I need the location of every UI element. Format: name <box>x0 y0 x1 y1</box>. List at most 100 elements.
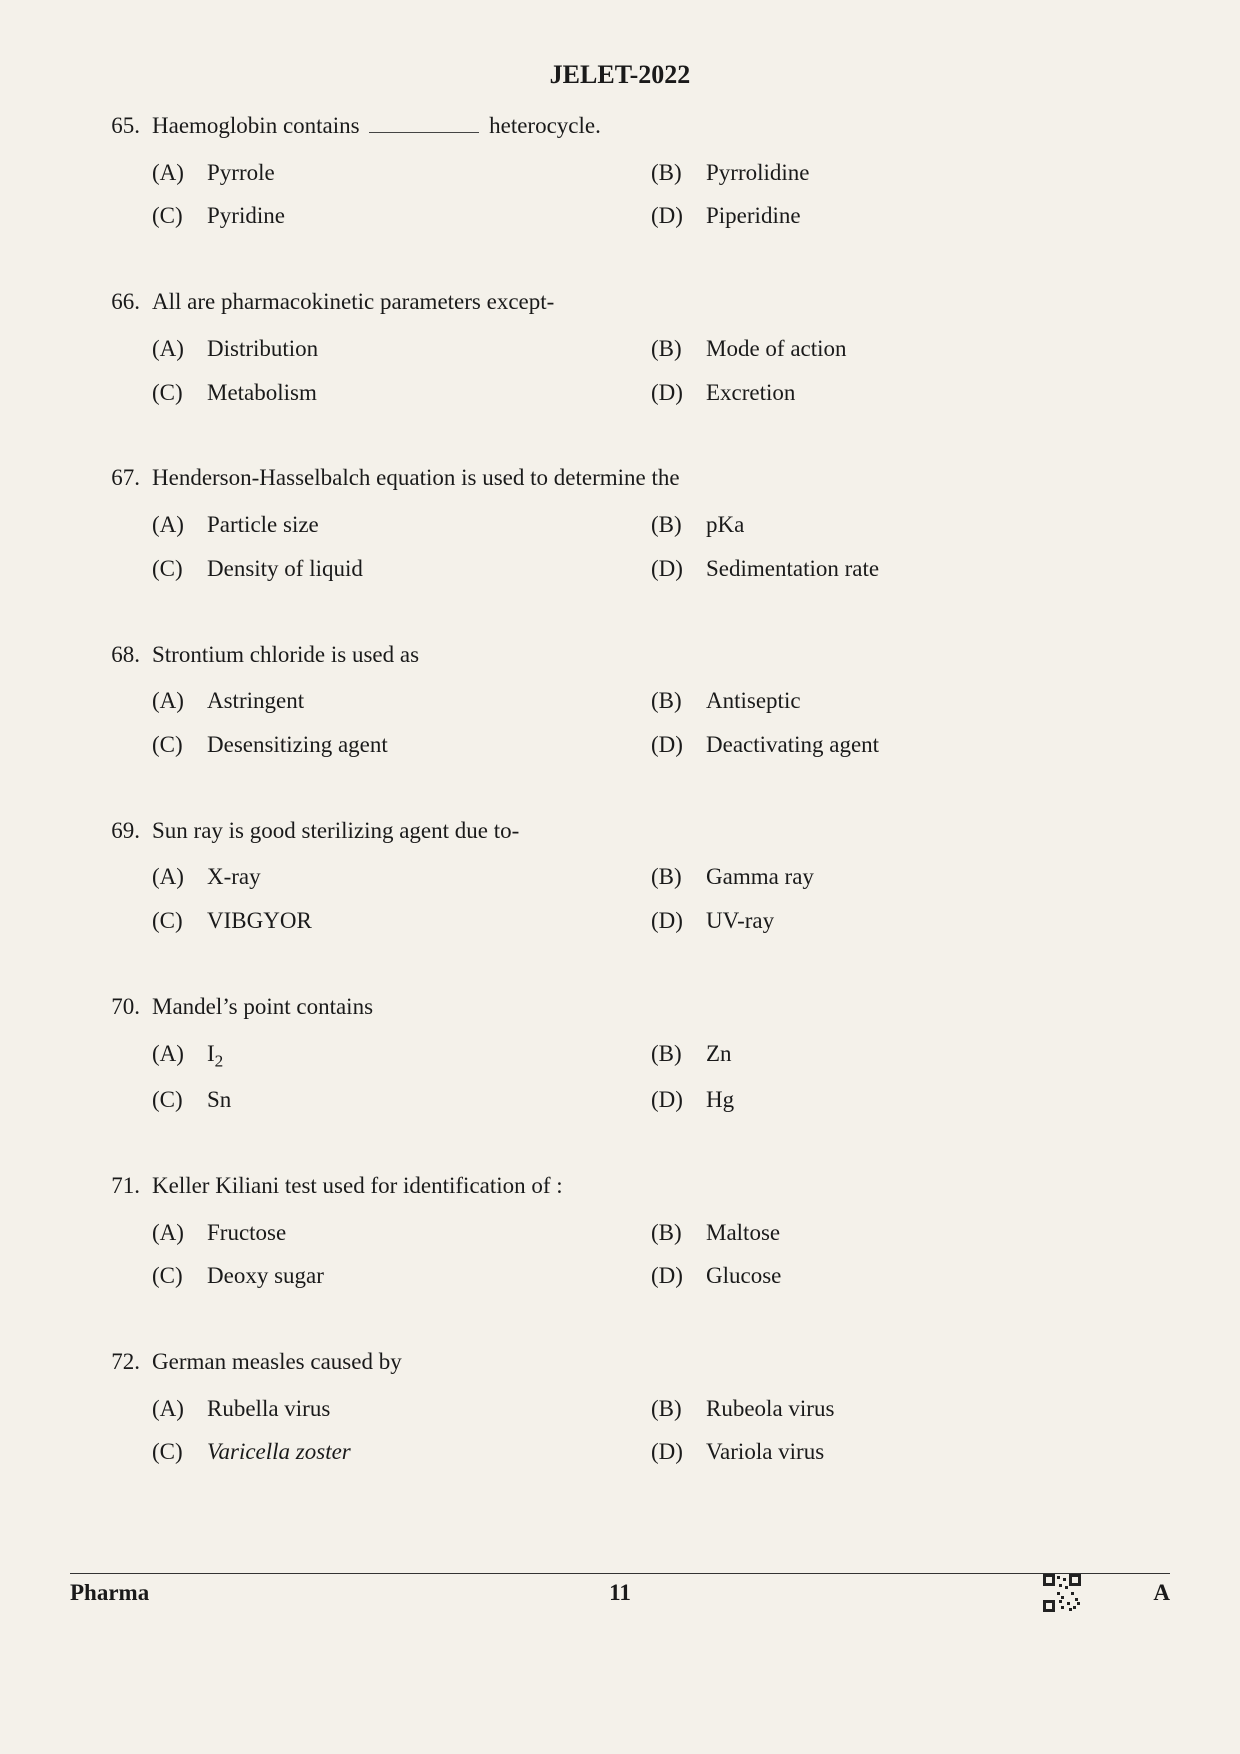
question-block: 70.Mandel’s point contains(A)I2(B)Zn(C)S… <box>90 989 1150 1122</box>
option-cell: (D)UV-ray <box>651 899 1150 943</box>
option-row: (A)Astringent(B)Antiseptic <box>90 679 1150 723</box>
option-row: (C)Sn(D)Hg <box>90 1078 1150 1122</box>
options-group: (A)Astringent(B)Antiseptic(C)Desensitizi… <box>90 679 1150 766</box>
option-letter: (B) <box>651 679 706 723</box>
option-spacer <box>90 194 152 238</box>
question-row: 66.All are pharmacokinetic parameters ex… <box>90 284 1150 321</box>
option-spacer <box>90 327 152 371</box>
footer-subject: Pharma <box>70 1580 437 1606</box>
option-text: VIBGYOR <box>207 899 651 943</box>
option-row: (C)Deoxy sugar(D)Glucose <box>90 1254 1150 1298</box>
option-letter: (B) <box>651 327 706 371</box>
question-number: 70. <box>90 989 152 1026</box>
option-spacer <box>90 1078 152 1122</box>
option-text: Density of liquid <box>207 547 651 591</box>
option-text: Excretion <box>706 371 1150 415</box>
option-text: Hg <box>706 1078 1150 1122</box>
question-row: 67.Henderson-Hasselbalch equation is use… <box>90 460 1150 497</box>
option-cell: (B)Rubeola virus <box>651 1387 1150 1431</box>
option-spacer <box>90 371 152 415</box>
option-text: Astringent <box>207 679 651 723</box>
option-cell: (A)Rubella virus <box>152 1387 651 1431</box>
option-letter: (C) <box>152 1254 207 1298</box>
question-text: Strontium chloride is used as <box>152 637 1150 674</box>
option-text: Antiseptic <box>706 679 1150 723</box>
option-cell: (A)X-ray <box>152 855 651 899</box>
question-block: 71.Keller Kiliani test used for identifi… <box>90 1168 1150 1298</box>
option-text: Zn <box>706 1032 1150 1078</box>
option-text: Sedimentation rate <box>706 547 1150 591</box>
option-spacer <box>90 679 152 723</box>
option-letter: (D) <box>651 1430 706 1474</box>
option-letter: (C) <box>152 1078 207 1122</box>
option-text: Pyridine <box>207 194 651 238</box>
option-cell: (B)Antiseptic <box>651 679 1150 723</box>
option-cell: (D)Excretion <box>651 371 1150 415</box>
option-cell: (C)Sn <box>152 1078 651 1122</box>
question-number: 69. <box>90 813 152 850</box>
option-cell: (C)Pyridine <box>152 194 651 238</box>
option-row: (A)Fructose(B)Maltose <box>90 1211 1150 1255</box>
option-letter: (D) <box>651 547 706 591</box>
option-cell: (A)I2 <box>152 1032 651 1078</box>
option-text: Rubella virus <box>207 1387 651 1431</box>
option-cell: (D)Sedimentation rate <box>651 547 1150 591</box>
option-row: (C)Pyridine(D)Piperidine <box>90 194 1150 238</box>
option-cell: (A)Pyrrole <box>152 151 651 195</box>
option-letter: (B) <box>651 855 706 899</box>
question-row: 71.Keller Kiliani test used for identifi… <box>90 1168 1150 1205</box>
question-row: 72.German measles caused by <box>90 1344 1150 1381</box>
option-letter: (B) <box>651 151 706 195</box>
option-letter: (A) <box>152 327 207 371</box>
option-spacer <box>90 547 152 591</box>
option-cell: (D)Piperidine <box>651 194 1150 238</box>
option-row: (A)Distribution(B)Mode of action <box>90 327 1150 371</box>
option-cell: (B)Pyrrolidine <box>651 151 1150 195</box>
option-text: UV-ray <box>706 899 1150 943</box>
option-spacer <box>90 1254 152 1298</box>
qr-code-icon <box>1041 1572 1083 1614</box>
exam-page: JELET-2022 65.Haemoglobin contains heter… <box>0 0 1240 1754</box>
option-text: Desensitizing agent <box>207 723 651 767</box>
option-cell: (C)VIBGYOR <box>152 899 651 943</box>
question-number: 71. <box>90 1168 152 1205</box>
option-cell: (B)Gamma ray <box>651 855 1150 899</box>
question-text: Haemoglobin contains heterocycle. <box>152 108 1150 145</box>
option-cell: (C)Varicella zoster <box>152 1430 651 1474</box>
option-letter: (D) <box>651 194 706 238</box>
option-letter: (A) <box>152 1032 207 1078</box>
option-letter: (D) <box>651 899 706 943</box>
option-cell: (A)Distribution <box>152 327 651 371</box>
option-letter: (D) <box>651 723 706 767</box>
question-text: German measles caused by <box>152 1344 1150 1381</box>
option-letter: (B) <box>651 503 706 547</box>
option-letter: (A) <box>152 151 207 195</box>
option-row: (A)X-ray(B)Gamma ray <box>90 855 1150 899</box>
question-block: 65.Haemoglobin contains heterocycle.(A)P… <box>90 108 1150 238</box>
question-row: 69.Sun ray is good sterilizing agent due… <box>90 813 1150 850</box>
option-text: Varicella zoster <box>207 1430 651 1474</box>
footer-page-number: 11 <box>437 1580 804 1606</box>
option-letter: (C) <box>152 899 207 943</box>
option-text: Pyrrole <box>207 151 651 195</box>
option-letter: (C) <box>152 1430 207 1474</box>
option-spacer <box>90 855 152 899</box>
option-text: Sn <box>207 1078 651 1122</box>
page-title: JELET-2022 <box>90 60 1150 90</box>
options-group: (A)Fructose(B)Maltose(C)Deoxy sugar(D)Gl… <box>90 1211 1150 1298</box>
question-text: Henderson-Hasselbalch equation is used t… <box>152 460 1150 497</box>
question-block: 72.German measles caused by (A)Rubella vi… <box>90 1344 1150 1474</box>
question-block: 69.Sun ray is good sterilizing agent due… <box>90 813 1150 943</box>
options-group: (A)Pyrrole(B)Pyrrolidine(C)Pyridine(D)Pi… <box>90 151 1150 238</box>
option-text: I2 <box>207 1032 651 1078</box>
option-text: Piperidine <box>706 194 1150 238</box>
option-text: Metabolism <box>207 371 651 415</box>
option-cell: (C)Deoxy sugar <box>152 1254 651 1298</box>
question-row: 65.Haemoglobin contains heterocycle. <box>90 108 1150 145</box>
option-letter: (C) <box>152 371 207 415</box>
option-letter: (C) <box>152 547 207 591</box>
option-text: pKa <box>706 503 1150 547</box>
option-cell: (D)Deactivating agent <box>651 723 1150 767</box>
option-cell: (B)Mode of action <box>651 327 1150 371</box>
option-text: Maltose <box>706 1211 1150 1255</box>
